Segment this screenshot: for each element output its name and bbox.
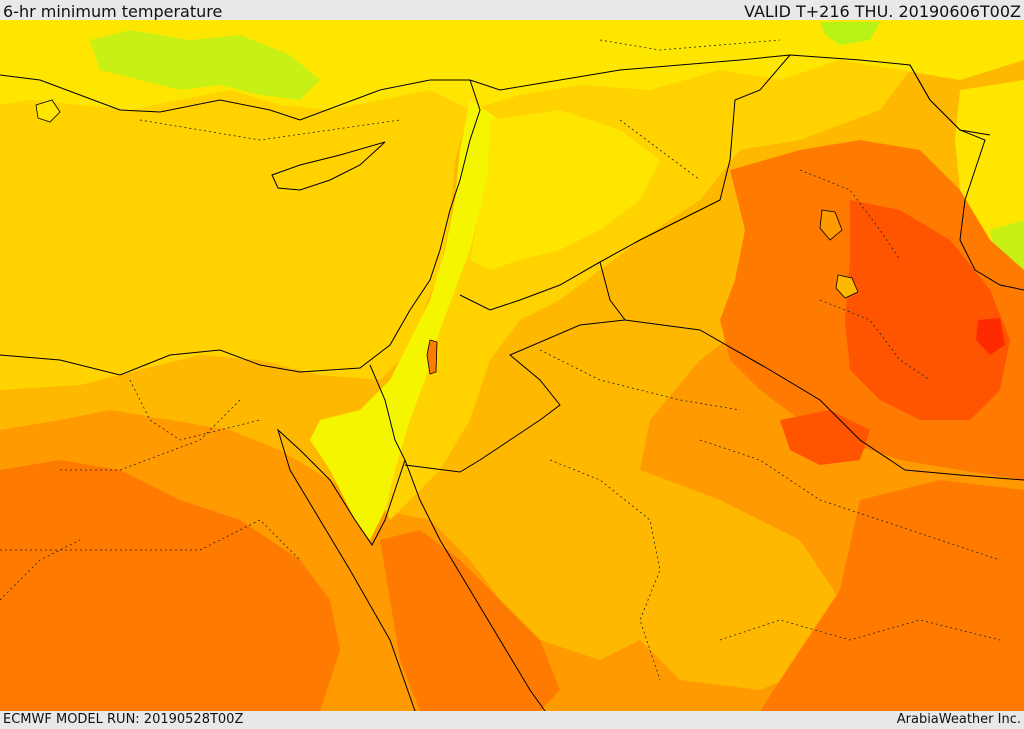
field-redorange-mid xyxy=(780,410,870,465)
model-run: ECMWF MODEL RUN: 20190528T00Z xyxy=(3,712,244,727)
border-jordan xyxy=(404,261,626,473)
border-iraq-saudi xyxy=(624,319,1024,481)
coastline-levant xyxy=(0,79,481,376)
field-green-anatolia xyxy=(90,30,320,100)
coastline-cyprus xyxy=(271,141,386,191)
temperature-map xyxy=(0,20,1024,711)
field-yellow-coast xyxy=(310,100,500,540)
internal-boundaries xyxy=(0,39,1001,681)
coastline-sinai xyxy=(277,364,416,711)
field-darkorange-sw xyxy=(0,460,340,711)
field-yellow-syria xyxy=(470,110,660,270)
valid-time: VALID T+216 THU. 20190606T00Z xyxy=(744,2,1021,21)
dead-sea xyxy=(426,339,438,375)
aegean-island xyxy=(35,99,61,123)
border-iran-iraq xyxy=(909,64,1024,291)
coastline-anatolia xyxy=(0,74,470,121)
field-amber-arabia xyxy=(560,470,840,690)
coastline-arabia-redsea xyxy=(404,459,546,711)
header-bar: 6-hr minimum temperature VALID T+216 THU… xyxy=(0,0,1024,21)
footer-bar: ECMWF MODEL RUN: 20190528T00Z ArabiaWeat… xyxy=(0,711,1024,729)
border-syria-iraq xyxy=(459,54,791,311)
lake-razazah xyxy=(835,274,859,299)
field-gold-mediterranean xyxy=(0,20,480,390)
field-green-ne xyxy=(820,22,880,45)
map-title: 6-hr minimum temperature xyxy=(3,2,223,21)
field-red-spot xyxy=(976,318,1005,355)
field-darkorange-se xyxy=(760,480,1024,711)
lake-tharthar xyxy=(819,209,843,241)
credit-text: ArabiaWeather Inc. xyxy=(896,712,1021,727)
field-redorange-core xyxy=(845,200,1010,420)
